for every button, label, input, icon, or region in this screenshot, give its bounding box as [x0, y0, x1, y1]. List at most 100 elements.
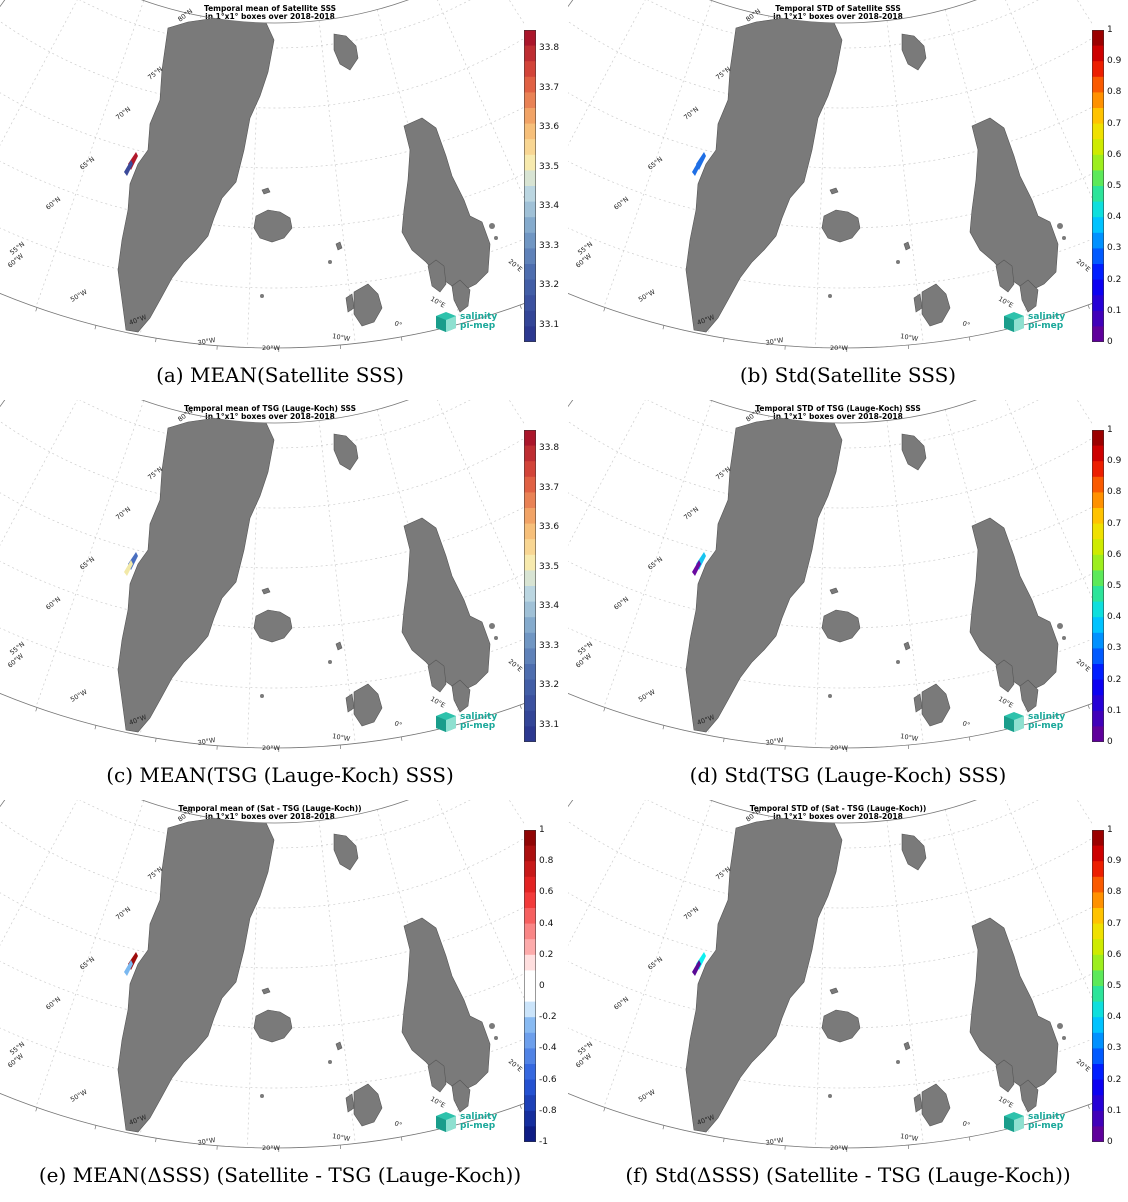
salinity-pi-mep-logo: salinity pi-mep — [1002, 710, 1072, 736]
colorbar-segment — [1092, 570, 1104, 587]
island — [489, 223, 495, 229]
colorbar-tick-label: 33.4 — [539, 601, 560, 611]
colorbar-tick-label: 0.1 — [1107, 1105, 1122, 1116]
colorbar-segment — [524, 954, 536, 971]
land-mass — [913, 693, 923, 713]
colorbar-segment — [524, 617, 536, 634]
land-mass — [685, 13, 843, 333]
colorbar-tick-label: 0.7 — [1107, 918, 1122, 929]
land-mass — [921, 683, 951, 727]
colorbar-tick-label: 0.7 — [1107, 518, 1122, 529]
lat-label: 70°N — [682, 105, 700, 121]
lat-label: 70°N — [114, 505, 132, 521]
colorbar-segment — [1092, 986, 1104, 1003]
lon-label: 30°W — [197, 1136, 217, 1147]
colorbar-segment — [524, 139, 536, 156]
lat-label: 60°N — [612, 995, 630, 1011]
colorbar-segment — [1092, 430, 1104, 447]
map-title-line1: Temporal STD of Satellite SSS — [775, 4, 901, 13]
island — [489, 1023, 495, 1029]
lon-label: 0° — [961, 1119, 971, 1129]
colorbar-tick-label: 0 — [1107, 737, 1113, 747]
land-mass — [969, 117, 1059, 291]
colorbar-tick-label: -1 — [539, 1137, 548, 1147]
colorbar-segment — [1092, 61, 1104, 78]
colorbar-segment — [1092, 1110, 1104, 1127]
colorbar-segment — [1092, 908, 1104, 925]
colorbar-tick-label: 0.2 — [539, 949, 554, 960]
map-title-line1: Temporal mean of Satellite SSS — [203, 4, 337, 13]
colorbar: 33.8 33.7 33.6 33.5 33.4 33.3 33.2 33.1 — [524, 30, 559, 342]
colorbar-tick-label: -0.4 — [539, 1043, 557, 1054]
salinity-pi-mep-logo: salinity pi-mep — [434, 310, 504, 336]
logo-text-line1: salinity — [460, 1112, 498, 1122]
land-mass — [345, 693, 355, 713]
island — [328, 1060, 332, 1064]
land-mass — [829, 187, 839, 195]
colorbar-segment — [524, 1017, 536, 1034]
lat-label: 65°N — [646, 155, 664, 171]
map-title-line1: Temporal STD of TSG (Lauge-Koch) SSS — [755, 404, 921, 413]
colorbar-segment — [524, 1095, 536, 1112]
land-mass — [261, 587, 271, 595]
lon-label: 20°E — [507, 1057, 524, 1073]
lon-label: 60°W — [574, 251, 593, 269]
colorbar-segment — [524, 76, 536, 93]
colorbar-segment — [1092, 92, 1104, 109]
map-canvas: 80°N75°N70°N65°N60°N55°N60°W50°W40°W30°W… — [568, 800, 1093, 1152]
panel-caption: (b) Std(Satellite SSS) — [739, 363, 957, 387]
map-title-line2: in 1°x1° boxes over 2018-2018 — [773, 12, 903, 21]
colorbar-tick-label: 0.2 — [1107, 274, 1122, 285]
colorbar-segment — [524, 61, 536, 78]
colorbar-tick-label: -0.2 — [539, 1012, 557, 1023]
colorbar-segment — [1092, 326, 1104, 342]
colorbar-segment — [524, 123, 536, 140]
lat-label: 70°N — [114, 105, 132, 121]
colorbar-segment — [524, 217, 536, 234]
land-mass — [427, 659, 447, 693]
colorbar-segment — [1092, 310, 1104, 327]
colorbar-tick-label: 0.7 — [1107, 118, 1122, 129]
land-mass — [829, 587, 839, 595]
lon-label: 20°E — [1075, 1057, 1092, 1073]
colorbar-tick-label: 33.3 — [539, 240, 560, 251]
colorbar-segment — [1092, 45, 1104, 62]
colorbar-segment — [1092, 632, 1104, 649]
island — [489, 623, 495, 629]
land-mass — [401, 917, 491, 1091]
land-mass — [995, 659, 1015, 693]
logo-cube-icon — [1004, 312, 1024, 332]
map-title-line1: Temporal mean of TSG (Lauge-Koch) SSS — [183, 404, 357, 413]
colorbar-segment — [524, 830, 536, 847]
lat-label: 70°N — [114, 905, 132, 921]
colorbar-segment — [1092, 123, 1104, 140]
lat-label: 80°N — [744, 7, 762, 23]
island — [1062, 636, 1066, 640]
lon-label: 30°W — [197, 336, 217, 347]
colorbar-segment — [1092, 1079, 1104, 1096]
lat-label: 65°N — [646, 955, 664, 971]
colorbar-segment — [524, 939, 536, 956]
colorbar-segment — [1092, 1001, 1104, 1018]
land-mass — [345, 293, 355, 313]
colorbar-segment — [1092, 954, 1104, 971]
lon-label: 60°W — [6, 251, 25, 269]
colorbar-tick-label: 33.8 — [539, 443, 560, 453]
colorbar-segment — [1092, 710, 1104, 727]
colorbar-segment — [1092, 476, 1104, 493]
colorbar-tick-label: 33.1 — [539, 719, 560, 730]
logo-text-line1: salinity — [460, 312, 498, 322]
lat-label: 60°N — [612, 195, 630, 211]
colorbar-segment — [1092, 295, 1104, 312]
map-title-line2: in 1°x1° boxes over 2018-2018 — [773, 412, 903, 421]
colorbar-segment — [1092, 601, 1104, 618]
lon-label: 20°E — [507, 657, 524, 673]
colorbar-segment — [1092, 139, 1104, 156]
colorbar-tick-label: 0.9 — [1107, 56, 1122, 67]
colorbar-segment — [524, 986, 536, 1003]
colorbar-segment — [1092, 539, 1104, 556]
colorbar-segment — [1092, 830, 1104, 847]
colorbar-segment — [524, 264, 536, 281]
colorbar-tick-label: 0.1 — [1107, 305, 1122, 316]
colorbar-tick-label: 0.5 — [1107, 181, 1122, 191]
